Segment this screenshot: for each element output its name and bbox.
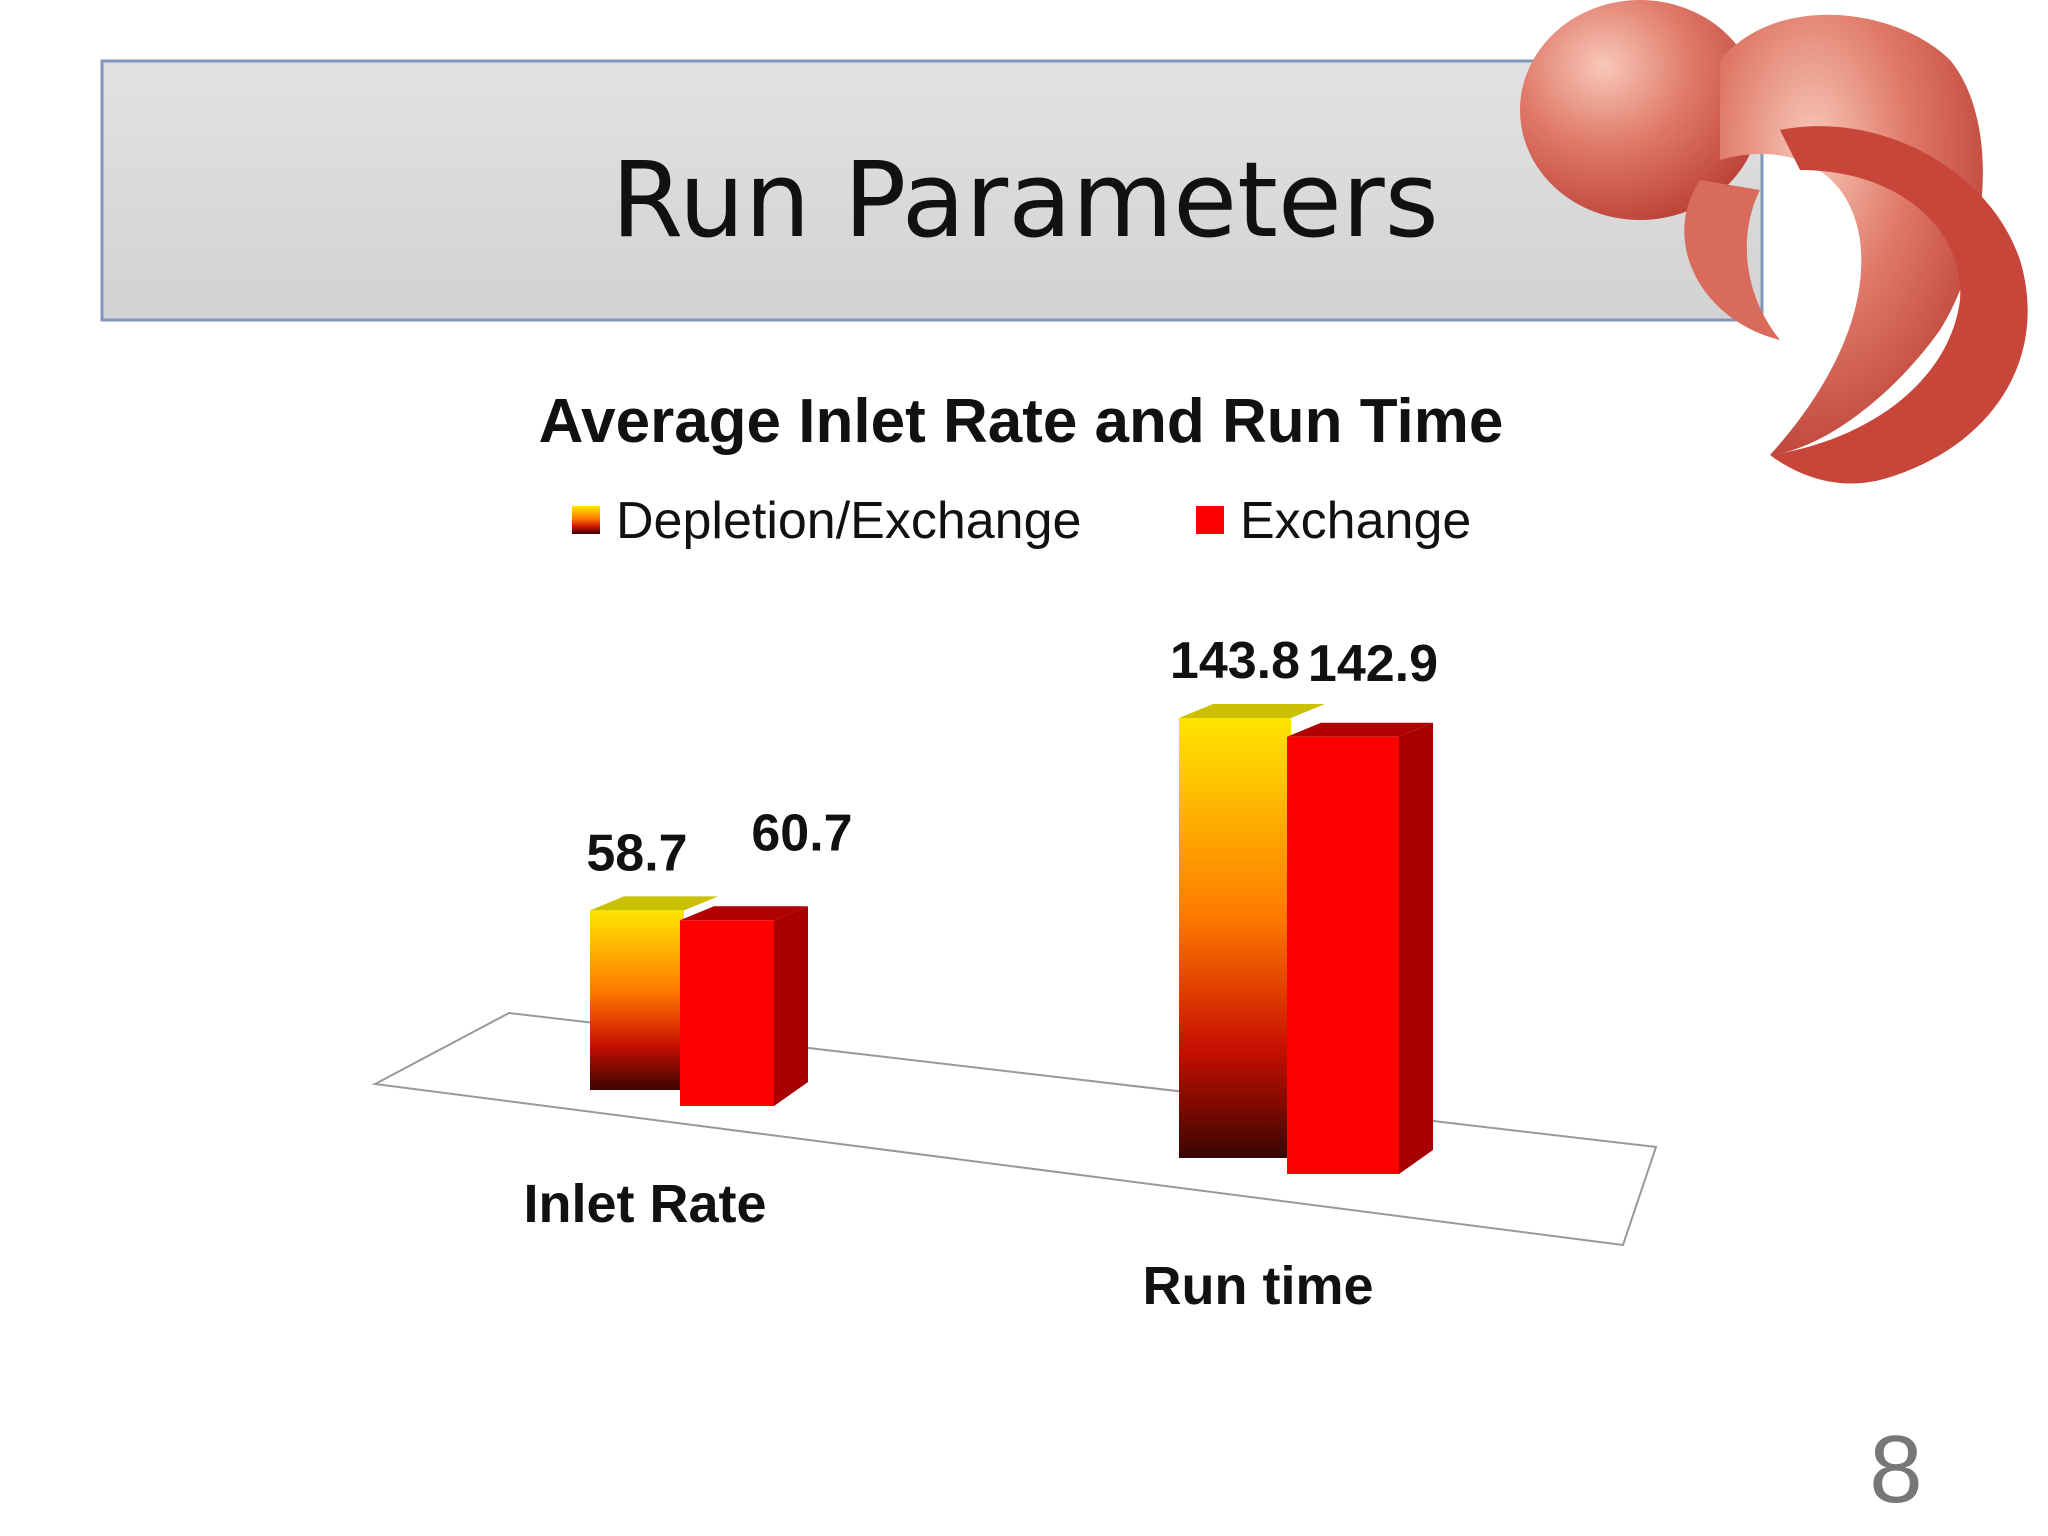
bar-top <box>680 906 808 921</box>
legend-label: Depletion/Exchange <box>616 492 1081 550</box>
bar-top <box>1179 704 1325 718</box>
data-label: 142.9 <box>1308 635 1438 693</box>
slide-title: Run Parameters <box>611 139 1439 261</box>
legend-swatch <box>572 506 600 534</box>
data-label: 60.7 <box>751 804 852 862</box>
bar <box>590 910 684 1090</box>
bar-top <box>590 896 718 911</box>
data-label: 58.7 <box>586 824 687 882</box>
legend-swatch <box>1196 506 1224 534</box>
bar <box>1179 718 1291 1158</box>
floor <box>371 1011 1658 1247</box>
bar-side <box>774 906 808 1106</box>
category-label: Run time <box>1142 1256 1373 1316</box>
bar-side <box>1399 722 1433 1174</box>
chart-title: Average Inlet Rate and Run Time <box>539 387 1504 456</box>
bar-top <box>1287 722 1433 737</box>
title-box <box>100 59 1764 322</box>
category-label: Inlet Rate <box>523 1174 766 1234</box>
legend-label: Exchange <box>1240 492 1471 550</box>
decoration <box>1520 0 2028 484</box>
bar <box>680 920 774 1106</box>
data-label: 143.8 <box>1170 632 1300 690</box>
bar <box>1287 736 1399 1174</box>
page-number: 8 <box>1869 1416 1922 1523</box>
